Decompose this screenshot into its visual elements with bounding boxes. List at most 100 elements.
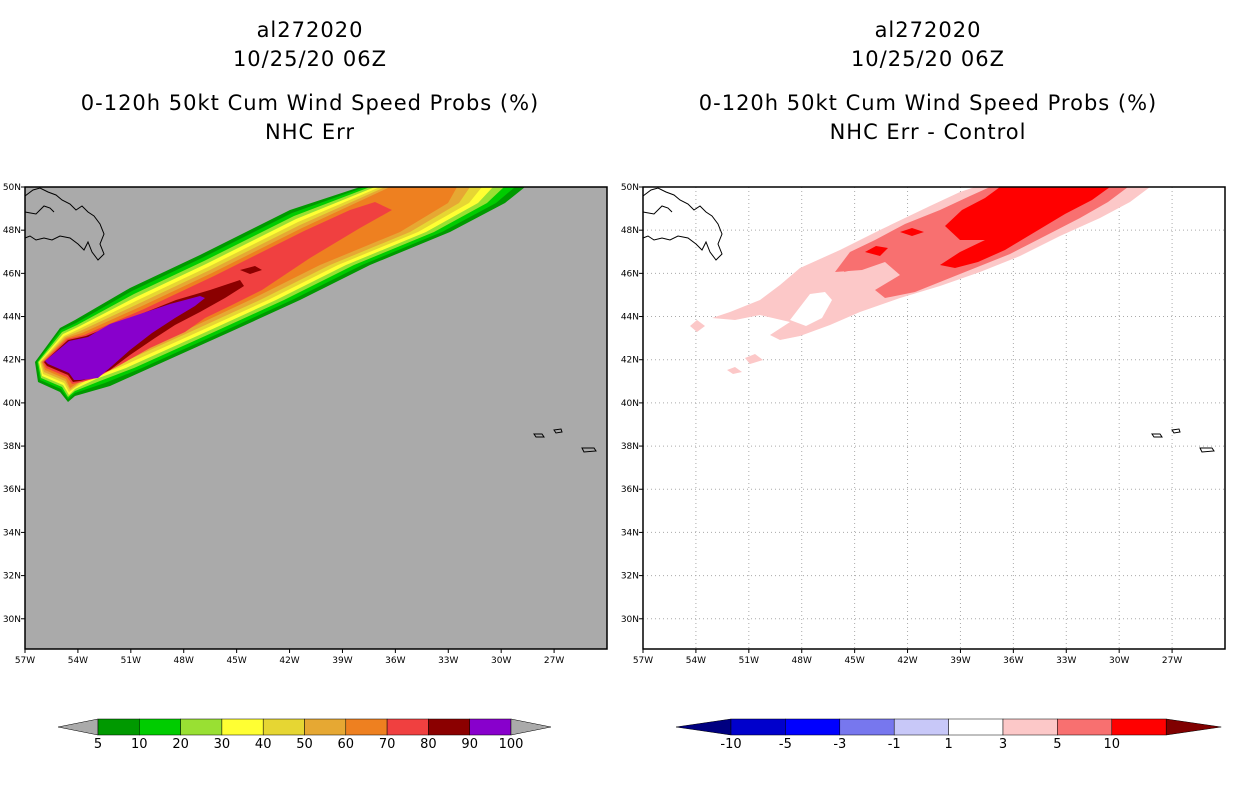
right-variant: NHC Err - Control — [829, 120, 1027, 144]
colorbar-swatch — [221, 718, 264, 736]
left-map-frame — [24, 186, 608, 650]
lat-label: 30N — [3, 615, 21, 625]
lat-label: 32N — [3, 572, 21, 582]
colorbar-extend-low — [675, 718, 732, 736]
lon-label: 27W — [544, 656, 564, 666]
lat-label: 40N — [3, 399, 21, 409]
lon-label: 36W — [1003, 656, 1023, 666]
newfoundland-coast — [24, 187, 105, 261]
lat-label: 32N — [621, 572, 639, 582]
colorbar-swatch — [428, 718, 470, 736]
lat-label: 46N — [621, 269, 639, 279]
lat-label: 38N — [3, 442, 21, 452]
prob-band-80-patch — [240, 266, 262, 274]
lon-label: 45W — [844, 656, 864, 666]
lat-label: 46N — [3, 269, 21, 279]
diff-band-1-3-patch-a — [690, 320, 705, 332]
colorbar-label: 70 — [379, 737, 396, 752]
left-axis-ticks: 57W 54W 51W 48W 45W 42W 39W 36W 33W 30W 27W 50N 48N 4… — [3, 183, 565, 666]
left-variant: NHC Err — [264, 120, 355, 144]
diff-band-5-10-b — [865, 246, 888, 256]
lat-label: 38N — [621, 442, 639, 452]
lon-label: 33W — [1056, 656, 1076, 666]
right-coastline — [642, 187, 1215, 453]
colorbar-label: 3 — [999, 737, 1007, 752]
colorbar-swatch — [97, 718, 140, 736]
left-map: 57W 54W 51W 48W 45W 42W 39W 36W 33W 30W 27W 50N 48N 4… — [3, 183, 608, 666]
lon-label: 27W — [1162, 656, 1182, 666]
lat-label: 34N — [3, 528, 21, 538]
colorbar-label: 5 — [1053, 737, 1061, 752]
colorbar-swatch — [139, 718, 181, 736]
diff-band-hole — [790, 292, 832, 326]
colorbar-label: -5 — [779, 737, 792, 752]
colorbar-label: 10 — [1104, 737, 1121, 752]
right-difference-field — [690, 187, 1150, 374]
colorbar-swatch — [262, 718, 305, 736]
right-datetime: 10/25/20 06Z — [850, 47, 1006, 71]
colorbar-label: 1 — [944, 737, 952, 752]
lon-label: 48W — [174, 656, 194, 666]
lon-label: 36W — [385, 656, 405, 666]
lat-label: 40N — [621, 399, 639, 409]
right-panel-title: al272020 10/25/20 06Z 0-120h 50kt Cum Wi… — [618, 16, 1236, 147]
lon-label: 30W — [491, 656, 511, 666]
left-colorbar: 5 10 20 30 40 50 60 70 80 90 100 — [57, 718, 552, 752]
lat-label: 50N — [621, 183, 639, 193]
newfoundland-coast-right — [642, 187, 723, 261]
colorbar-swatch — [1002, 718, 1058, 736]
lat-label: 44N — [3, 313, 21, 323]
colorbar-label: -3 — [833, 737, 846, 752]
lon-label: 42W — [897, 656, 917, 666]
diff-band-5-10-a — [940, 187, 1110, 268]
lon-label: 33W — [438, 656, 458, 666]
colorbar-swatch — [948, 718, 1004, 736]
colorbar-swatch — [1057, 718, 1113, 736]
right-storm-id: al272020 — [874, 18, 982, 42]
lat-label: 36N — [3, 485, 21, 495]
lat-label: 36N — [621, 485, 639, 495]
lat-label: 50N — [3, 183, 21, 193]
diff-band-5-10-c — [900, 228, 924, 236]
colorbar-swatch — [386, 718, 429, 736]
right-map-frame — [642, 186, 1226, 650]
right-map-gridlines — [643, 187, 1225, 649]
diff-band-1-3-patch-b — [745, 354, 763, 364]
lon-label: 51W — [121, 656, 141, 666]
lon-label: 39W — [950, 656, 970, 666]
colorbar-label: 100 — [499, 737, 524, 752]
lat-label: 44N — [621, 313, 639, 323]
azores-islands — [533, 428, 597, 453]
colorbar-label: 50 — [296, 737, 313, 752]
lat-label: 34N — [621, 528, 639, 538]
colorbar-label: 60 — [338, 737, 355, 752]
left-panel-title: al272020 10/25/20 06Z 0-120h 50kt Cum Wi… — [0, 16, 620, 147]
azores-islands-right — [1151, 428, 1215, 453]
right-axis-ticks: 57W 54W 51W 48W 45W 42W 39W 36W 33W 30W 27W 50N 48N 4… — [621, 183, 1183, 666]
colorbar-label: 40 — [255, 737, 272, 752]
left-coastline — [24, 187, 597, 453]
colorbar-swatch — [304, 718, 347, 736]
colorbar-label: 80 — [420, 737, 437, 752]
colorbar-swatch — [180, 718, 223, 736]
prob-band-90-100 — [45, 296, 205, 380]
nova-scotia-coast — [24, 205, 55, 215]
colorbar-swatch — [345, 718, 388, 736]
lon-label: 42W — [279, 656, 299, 666]
colorbar-extend-high — [510, 718, 552, 736]
left-probability-field — [35, 187, 525, 402]
colorbar-label: 10 — [131, 737, 148, 752]
lon-label: 39W — [332, 656, 352, 666]
right-colorbar: -10 -5 -3 -1 1 3 5 10 — [675, 718, 1222, 752]
lon-label: 54W — [686, 656, 706, 666]
lon-label: 30W — [1109, 656, 1129, 666]
colorbar-label: 90 — [461, 737, 478, 752]
lon-label: 51W — [739, 656, 759, 666]
right-product: 0-120h 50kt Cum Wind Speed Probs (%) — [698, 91, 1158, 115]
lon-label: 57W — [15, 656, 35, 666]
lon-label: 54W — [68, 656, 88, 666]
colorbar-label: 30 — [214, 737, 231, 752]
colorbar-extend-high — [1165, 718, 1222, 736]
colorbar-label: 20 — [172, 737, 189, 752]
